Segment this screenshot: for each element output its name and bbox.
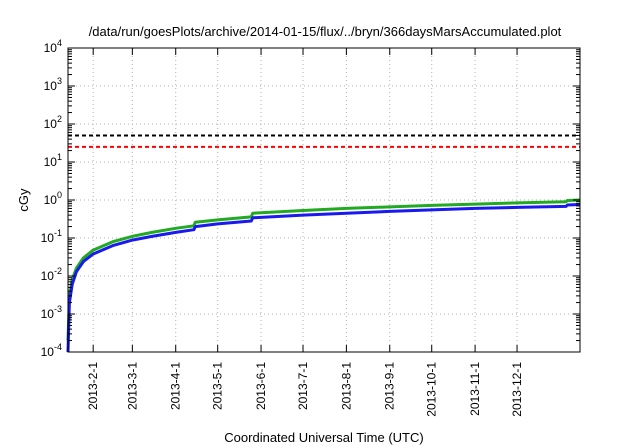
x-tick-label: 2013-7-1 (296, 362, 310, 410)
series-line-2 (66, 203, 581, 353)
y-tick-label: 101 (44, 152, 62, 169)
reference-lines (68, 134, 580, 148)
y-tick-label: 10-3 (41, 304, 62, 321)
x-tick-label: 2013-12-1 (510, 362, 524, 417)
y-tick-label: 10-1 (41, 228, 62, 245)
y-tick-label: 104 (44, 38, 62, 55)
series-line-1 (66, 198, 581, 341)
x-tick-label: 2013-8-1 (339, 362, 353, 410)
grid (68, 48, 580, 352)
x-tick-label: 2013-11-1 (468, 362, 482, 416)
series-group (66, 198, 581, 353)
x-tick-label: 2013-9-1 (383, 362, 397, 410)
x-tick-label: 2013-5-1 (211, 362, 225, 410)
x-tick-label: 2013-3-1 (125, 362, 139, 410)
y-tick-label: 103 (44, 76, 62, 93)
y-axis: 10-4 10-3 10-2 10-1 100 101 102 103 104 (41, 38, 580, 359)
y-tick-label: 10-2 (41, 266, 62, 283)
y-tick-label: 10-4 (41, 342, 62, 359)
x-tick-label: 2013-2-1 (86, 362, 100, 410)
y-axis-label: cGy (16, 188, 31, 212)
y-tick-label: 102 (44, 114, 62, 131)
x-tick-label: 2013-10-1 (425, 362, 439, 417)
y-tick-label: 100 (44, 190, 62, 207)
chart-title: /data/run/goesPlots/archive/2014-01-15/f… (89, 24, 562, 39)
x-tick-label: 2013-6-1 (254, 362, 268, 410)
x-axis-label: Coordinated Universal Time (UTC) (224, 430, 423, 445)
x-axis: 2013-2-1 2013-3-1 2013-4-1 2013-5-1 2013-6-1… (86, 48, 524, 417)
x-tick-label: 2013-4-1 (169, 362, 183, 410)
